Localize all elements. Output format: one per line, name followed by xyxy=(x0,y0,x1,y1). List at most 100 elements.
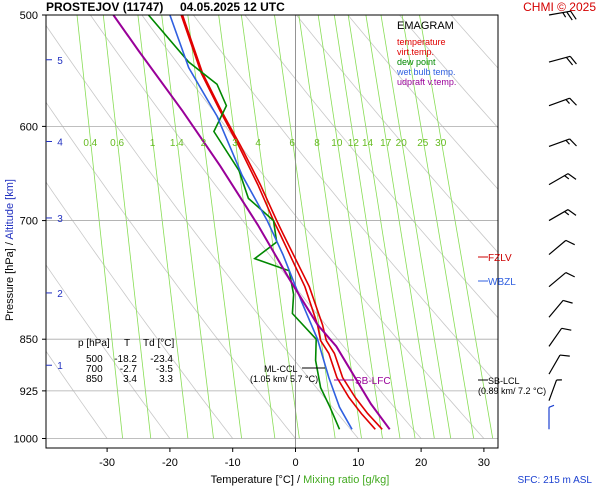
wind-barb xyxy=(548,173,577,186)
mixing-ratio-label: 2 xyxy=(201,138,207,149)
mixing-ratio-label: 0.4 xyxy=(83,138,97,149)
series-line xyxy=(169,15,353,430)
wind-barb-staff xyxy=(548,272,567,288)
mixing-ratio-line xyxy=(298,15,362,439)
wind-barb-staff xyxy=(548,97,570,107)
x-axis-label-temperature: Temperature [°C] xyxy=(210,474,294,486)
wind-barb xyxy=(548,97,577,107)
pressure-tick-label: 500 xyxy=(20,10,38,22)
wind-barb xyxy=(548,354,570,375)
wind-barb-staff xyxy=(548,138,570,147)
x-tick-label: 10 xyxy=(352,457,364,469)
mixing-ratio-line xyxy=(380,15,452,439)
wind-barb-flag xyxy=(562,299,573,304)
table-cell: -23.4 xyxy=(150,354,173,365)
mixing-ratio-line xyxy=(347,15,416,439)
table-cell: 3.3 xyxy=(159,374,173,385)
surface-elevation-label: SFC: 215 m ASL xyxy=(517,475,592,486)
wind-barb-half xyxy=(548,404,555,408)
pressure-tick-label: 1000 xyxy=(14,434,38,446)
dry-adiabat-line xyxy=(347,15,498,190)
mixing-ratio-line xyxy=(102,15,152,439)
wind-barb xyxy=(548,138,577,147)
dry-adiabat-line xyxy=(46,350,108,439)
mixing-ratio-label: 1.4 xyxy=(170,138,184,149)
wind-barb xyxy=(548,10,577,21)
y-axis-label-pressure: Pressure [hPa] xyxy=(4,245,16,321)
table-header: p [hPa] xyxy=(78,338,110,349)
altitude-tick-label: 2 xyxy=(57,289,63,300)
dry-adiabat-line xyxy=(491,3,600,439)
table-header: Td [°C] xyxy=(143,338,174,349)
wbzl-label: WBZL xyxy=(488,277,516,288)
legend-entry: temperature xyxy=(397,37,446,47)
dry-adiabat-line xyxy=(46,101,296,439)
series-line xyxy=(180,15,376,430)
mixing-ratio-line xyxy=(161,15,214,439)
y-axis-label-separator: / xyxy=(4,240,16,246)
x-tick-label: 0 xyxy=(292,457,298,469)
wind-barb-flag xyxy=(566,11,573,21)
mixing-ratio-label: 25 xyxy=(417,138,429,149)
x-axis-label-separator: / xyxy=(297,474,301,486)
dry-adiabat-line xyxy=(46,24,359,439)
x-axis-label: Temperature [°C] / Mixing ratio [g/kg] xyxy=(0,474,600,486)
mixing-ratio-line xyxy=(187,15,243,439)
legend-entry: dew point xyxy=(397,57,436,67)
mixing-ratio-label: 12 xyxy=(348,138,360,149)
pressure-tick-label: 700 xyxy=(20,216,38,228)
x-tick-label: -10 xyxy=(225,457,241,469)
mixing-ratio-label: 20 xyxy=(396,138,408,149)
mixing-ratio-label: 8 xyxy=(314,138,320,149)
mixing-ratio-label: 10 xyxy=(331,138,343,149)
dry-adiabat-line xyxy=(244,15,498,319)
mixing-ratio-label: 4 xyxy=(255,138,261,149)
sb-lcl-label: SB-LCL xyxy=(488,376,520,386)
wind-barb xyxy=(548,379,562,401)
copyright-label: CHMI © 2025 xyxy=(523,0,596,14)
mixing-ratio-line xyxy=(401,15,475,439)
wind-barb-staff xyxy=(548,354,561,375)
table-cell: -3.5 xyxy=(156,364,174,375)
datetime-label: 04.05.2025 12 UTC xyxy=(180,0,285,14)
mixing-ratio-line xyxy=(317,15,383,439)
pressure-tick-label: 600 xyxy=(20,121,38,133)
wind-barb-flag xyxy=(569,97,577,106)
wind-barb-staff xyxy=(548,209,569,222)
table-cell: 700 xyxy=(86,364,103,375)
mixing-ratio-line xyxy=(137,15,189,439)
table-cell: 500 xyxy=(86,354,103,365)
series-line xyxy=(181,15,383,430)
plot-area xyxy=(46,3,600,448)
x-axis-label-mixing: Mixing ratio [g/kg] xyxy=(303,474,390,486)
table-cell: 850 xyxy=(86,374,103,385)
wind-barb-half xyxy=(562,12,567,18)
fzlv-label: FZLV xyxy=(488,253,512,264)
altitude-tick-label: 5 xyxy=(57,56,63,67)
wind-barb-staff xyxy=(548,173,569,186)
x-tick-label: -30 xyxy=(99,457,115,469)
dry-adiabat-line xyxy=(295,15,498,254)
mixing-ratio-line xyxy=(365,15,435,439)
ml-ccl-label: ML-CCL xyxy=(264,364,298,374)
mixing-ratio-label: 1 xyxy=(150,138,156,149)
wind-barb-flag xyxy=(559,354,570,357)
table-cell: 3.4 xyxy=(123,374,137,385)
x-tick-label: 30 xyxy=(478,457,490,469)
wind-barb-staff xyxy=(548,379,558,401)
mixing-ratio-line xyxy=(274,15,336,439)
wind-barb xyxy=(548,299,573,318)
legend-entry: wet bulb temp. xyxy=(396,67,456,77)
legend-entry: virt.temp. xyxy=(397,47,434,57)
dry-adiabat-line xyxy=(594,3,600,439)
wind-barb-half xyxy=(565,139,570,145)
wind-barb xyxy=(548,55,577,66)
wind-barb-flag xyxy=(565,239,575,246)
altitude-tick-label: 1 xyxy=(57,361,63,372)
series-line xyxy=(147,15,341,430)
sb-lfc-label: SB-LFC xyxy=(355,376,391,387)
dry-adiabat-line xyxy=(543,3,600,439)
table-header: T xyxy=(124,338,130,349)
wind-barb-staff xyxy=(548,327,563,347)
